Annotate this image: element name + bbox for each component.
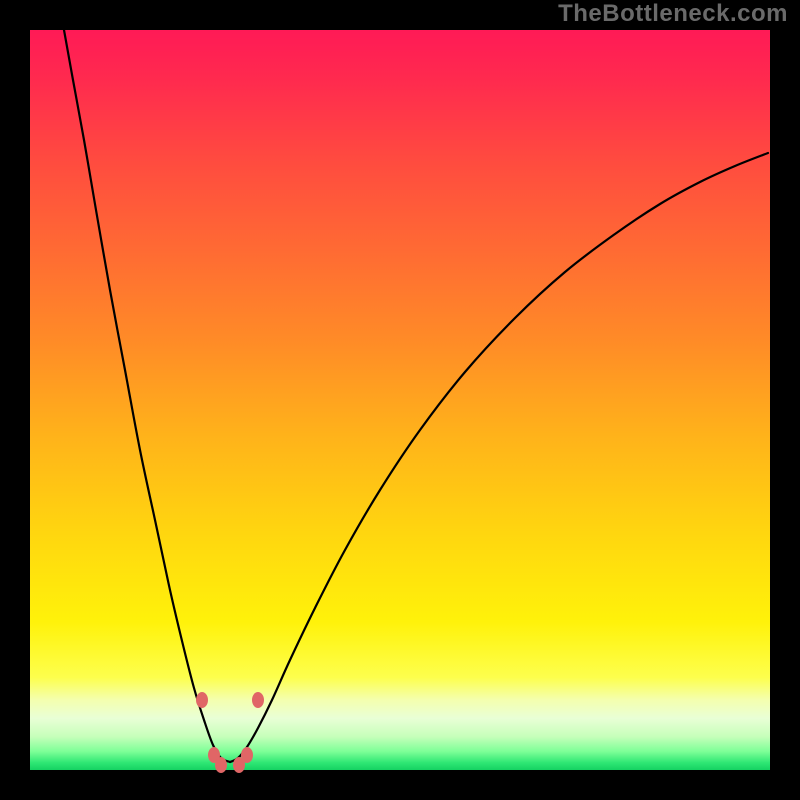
adaptation-marker (215, 757, 227, 773)
gradient-plot-area (30, 30, 770, 770)
adaptation-marker (252, 692, 264, 708)
adaptation-marker (196, 692, 208, 708)
chart-stage: TheBottleneck.com (0, 0, 800, 800)
adaptation-marker (233, 757, 245, 773)
chart-svg (0, 0, 800, 800)
